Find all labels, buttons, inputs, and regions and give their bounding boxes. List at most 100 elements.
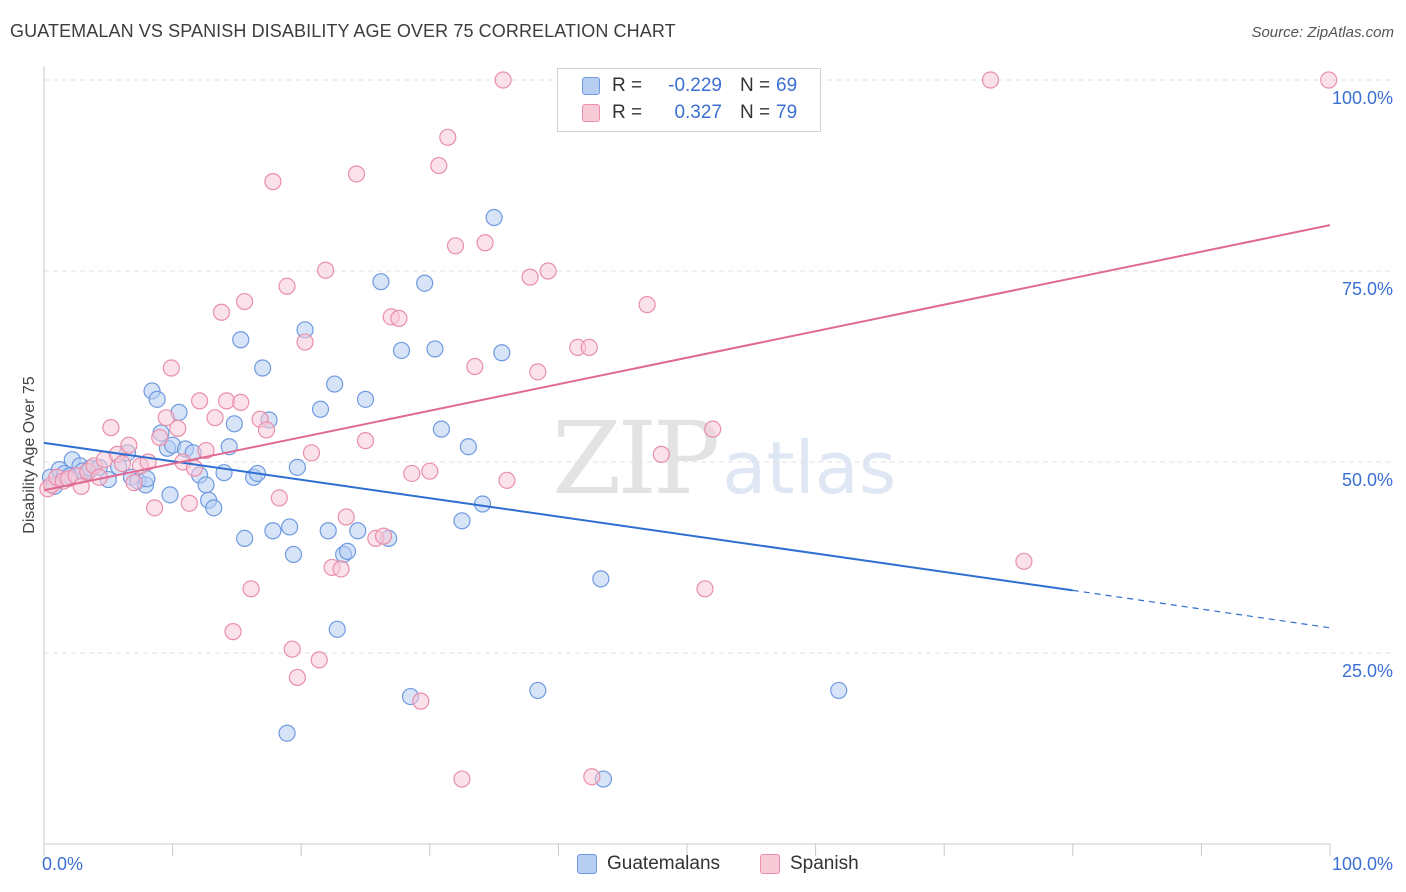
spanish-point	[374, 527, 393, 545]
spanish-point	[580, 338, 598, 356]
guatemalan-point	[288, 458, 306, 476]
spanish-point	[157, 409, 175, 427]
spanish-point	[278, 277, 296, 295]
guatemalan-point	[426, 340, 444, 358]
spanish-point	[439, 128, 457, 146]
trend-lines	[43, 224, 1331, 629]
bottom-legend-label-guatemalans: Guatemalans	[607, 853, 721, 874]
spanish-point	[120, 436, 138, 454]
spanish-point	[180, 494, 198, 512]
spanish-point	[145, 499, 164, 517]
spanish-point	[197, 441, 215, 460]
guatemalan-point	[148, 390, 166, 408]
bottom-legend-guatemalans: Guatemalans	[577, 852, 720, 876]
spanish-point	[1015, 552, 1033, 570]
spanish-point	[981, 71, 1000, 89]
axes	[43, 66, 1331, 856]
spanish-point	[212, 303, 231, 321]
legend-n-label: N =	[740, 102, 771, 123]
guatemalan-point	[592, 570, 610, 588]
guatemalan-point	[236, 529, 254, 548]
guatemalan-point	[459, 438, 477, 456]
x-tick-label: 100.0%	[1332, 854, 1393, 874]
guatemalan-point	[372, 273, 390, 291]
spanish-point	[191, 392, 209, 410]
spanish-point	[242, 580, 260, 598]
spanish-point	[288, 668, 306, 687]
spanish-point	[125, 474, 143, 492]
guatemalan-point	[338, 542, 357, 560]
spanish-point	[403, 464, 421, 483]
legend-r-label: R =	[612, 102, 643, 123]
legend-swatch-blue	[582, 77, 600, 95]
guatemalan-point	[416, 274, 434, 292]
spanish-point	[412, 692, 430, 710]
guatemalan-point	[225, 415, 243, 433]
spanish-point	[347, 165, 366, 183]
spanish-point	[1320, 71, 1338, 89]
spanish-point	[498, 471, 516, 489]
bottom-legend-label-spanish: Spanish	[790, 853, 859, 874]
spanish-point	[113, 454, 132, 473]
spanish-point	[356, 432, 375, 450]
y-tick-label: 75.0%	[1342, 279, 1393, 299]
spanish-point	[283, 640, 301, 658]
legend-row-guatemalans: R = -0.229 N = 69	[582, 75, 797, 97]
spanish-point	[257, 421, 276, 439]
guatemalan-point	[254, 359, 272, 377]
guatemalan-point	[205, 499, 223, 517]
guatemalan-trend-extension	[1072, 589, 1331, 629]
spanish-point	[337, 508, 355, 526]
spanish-point	[332, 560, 350, 578]
spanish-point	[476, 234, 494, 252]
spanish-point	[162, 359, 180, 377]
spanish-point	[296, 333, 314, 351]
y-tick-label: 100.0%	[1332, 88, 1393, 108]
spanish-point	[494, 71, 512, 89]
spanish-point	[704, 420, 722, 438]
bottom-legend-swatch-blue	[577, 854, 597, 874]
spanish-point	[185, 459, 204, 477]
legend-r-label: R =	[612, 75, 643, 96]
guatemalan-point	[319, 522, 337, 540]
spanish-point	[232, 393, 250, 412]
guatemalan-point	[328, 620, 346, 638]
guatemalan-point	[392, 341, 411, 360]
spanish-point	[466, 357, 484, 376]
guatemalan-point	[284, 545, 303, 564]
y-tick-label: 50.0%	[1342, 470, 1393, 490]
guatemalan-point	[493, 344, 511, 362]
guatemalan-point	[232, 331, 250, 349]
axis-labels: 25.0% 50.0% 75.0% 100.0% 0.0% 100.0% Disabilit…	[21, 88, 1393, 874]
spanish-point	[652, 445, 670, 463]
spanish-point	[102, 419, 120, 437]
y-axis-title: Disability Age Over 75	[21, 376, 38, 534]
spanish-trend-line	[43, 224, 1331, 492]
legend-n-value: 69	[776, 75, 798, 96]
spanish-point	[169, 419, 187, 437]
bottom-legend-swatch-pink	[760, 854, 780, 874]
guatemalan-point	[264, 522, 282, 540]
spanish-point	[236, 292, 254, 311]
legend-n-label: N =	[740, 75, 771, 96]
spanish-point	[453, 770, 471, 788]
spanish-point	[317, 261, 335, 279]
legend-n-value: 79	[776, 102, 798, 123]
spanish-point	[529, 363, 547, 381]
spanish-point	[696, 580, 714, 598]
legend-r-value: -0.229	[668, 75, 722, 96]
legend-row-spanish: R = 0.327 N = 79	[582, 102, 797, 124]
correlation-legend: R = -0.229 N = 69 R = 0.327 N = 79	[557, 68, 821, 132]
spanish-point	[206, 409, 224, 427]
spanish-point	[430, 156, 448, 175]
guatemalan-point	[326, 375, 344, 393]
spanish-point	[446, 237, 465, 255]
guatemalan-trend-line	[43, 441, 1073, 592]
guatemalan-point	[311, 400, 330, 418]
x-tick-label: 0.0%	[42, 854, 83, 874]
spanish-point	[521, 268, 539, 286]
guatemalan-point	[197, 476, 215, 494]
spanish-point	[224, 623, 242, 641]
spanish-point	[310, 651, 328, 669]
guatemalan-point	[281, 518, 299, 536]
